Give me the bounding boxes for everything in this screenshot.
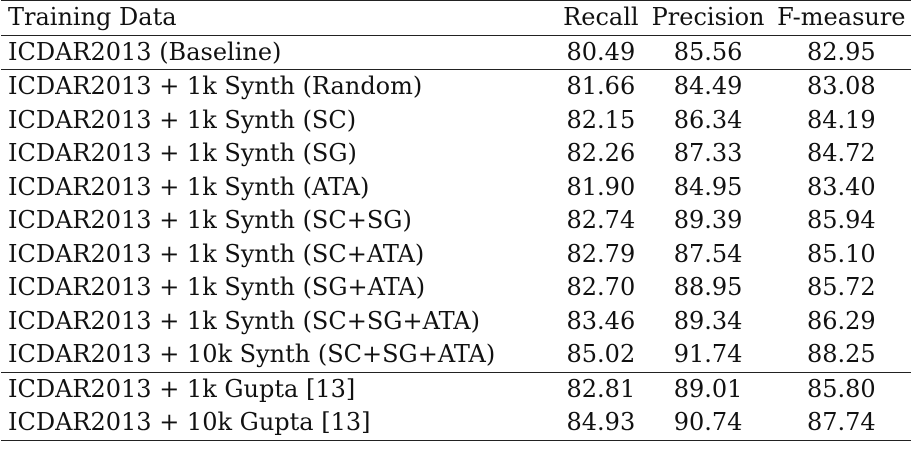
table-row: ICDAR2013 + 1k Synth (Random) 81.66 84.49 8… xyxy=(1,69,911,104)
cell-precision: 84.95 xyxy=(673,172,743,201)
cell-training-data: ICDAR2013 (Baseline) xyxy=(8,37,282,66)
cell-f-measure: 86.29 xyxy=(806,306,876,335)
cell-recall: 83.46 xyxy=(566,306,636,335)
cell-f-measure: 88.25 xyxy=(806,340,876,369)
table-row: ICDAR2013 + 1k Synth (SG) 82.26 87.33 84.72 xyxy=(1,137,911,171)
header-training-data: Training Data xyxy=(1,0,558,36)
cell-training-data: ICDAR2013 + 1k Synth (SC+SG+ATA) xyxy=(8,306,480,335)
header-row: Training Data Recall Precision F-measure xyxy=(1,0,911,36)
cell-precision: 86.34 xyxy=(673,105,743,134)
table-row: ICDAR2013 + 1k Synth (ATA) 81.90 84.95 83.4… xyxy=(1,171,911,205)
cell-precision: 89.34 xyxy=(673,306,743,335)
cell-precision: 89.39 xyxy=(673,206,743,235)
cell-f-measure: 84.19 xyxy=(806,105,876,134)
table-row: ICDAR2013 (Baseline) 80.49 85.56 82.95 xyxy=(1,35,911,70)
table-row: ICDAR2013 + 1k Synth (SC+SG) 82.74 89.39 85… xyxy=(1,204,911,238)
cell-precision: 87.33 xyxy=(673,139,743,168)
cell-f-measure: 85.80 xyxy=(771,371,911,406)
cell-training-data: ICDAR2013 + 1k Gupta [13] xyxy=(1,371,558,406)
cell-training-data: ICDAR2013 + 1k Synth (ATA) xyxy=(8,172,370,201)
table-body: ICDAR2013 (Baseline) 80.49 85.56 82.95 ICDAR… xyxy=(1,35,911,441)
cell-recall: 82.70 xyxy=(566,273,636,302)
cell-training-data: ICDAR2013 + 10k Gupta [13] xyxy=(1,406,558,441)
cell-precision: 90.74 xyxy=(644,406,772,441)
cell-precision: 91.74 xyxy=(673,340,743,369)
cell-training-data: ICDAR2013 + 1k Synth (SG+ATA) xyxy=(8,273,426,302)
table-row: ICDAR2013 + 1k Gupta [13] 82.81 89.01 85.80 xyxy=(1,371,911,406)
cell-training-data: ICDAR2013 + 1k Synth (SG) xyxy=(8,139,357,168)
table-row: ICDAR2013 + 10k Gupta [13] 84.93 90.74 87.7… xyxy=(1,406,911,441)
header-recall: Recall xyxy=(557,0,645,36)
cell-recall: 82.26 xyxy=(566,139,636,168)
cell-training-data: ICDAR2013 + 1k Synth (SC+ATA) xyxy=(8,239,425,268)
cell-f-measure: 82.95 xyxy=(806,37,876,66)
cell-recall: 80.49 xyxy=(566,37,636,66)
cell-training-data: ICDAR2013 + 1k Synth (SC+SG) xyxy=(8,206,412,235)
cell-training-data: ICDAR2013 + 1k Synth (Random) xyxy=(1,69,558,104)
cell-recall: 81.90 xyxy=(566,172,636,201)
cell-f-measure: 83.08 xyxy=(771,69,911,104)
cell-recall: 82.15 xyxy=(566,105,636,134)
table-row: ICDAR2013 + 1k Synth (SC) 82.15 86.34 84.19 xyxy=(1,104,911,138)
cell-recall: 84.93 xyxy=(557,406,645,441)
cell-recall: 85.02 xyxy=(566,340,636,369)
table-row: ICDAR2013 + 1k Synth (SC+ATA) 82.79 87.54 8… xyxy=(1,238,911,272)
table-row: ICDAR2013 + 1k Synth (SG+ATA) 82.70 88.95 8… xyxy=(1,271,911,305)
cell-f-measure: 85.94 xyxy=(806,206,876,235)
results-table: Training Data Recall Precision F-measure… xyxy=(1,0,911,441)
header-precision: Precision xyxy=(644,0,772,36)
cell-precision: 85.56 xyxy=(673,37,743,66)
cell-precision: 87.54 xyxy=(673,239,743,268)
header-f-measure: F-measure xyxy=(771,0,911,36)
table-row: ICDAR2013 + 1k Synth (SC+SG+ATA) 83.46 89.… xyxy=(1,305,911,339)
cell-precision: 84.49 xyxy=(644,69,772,104)
cell-recall: 82.74 xyxy=(566,206,636,235)
cell-precision: 89.01 xyxy=(644,371,772,406)
cell-precision: 88.95 xyxy=(673,273,743,302)
cell-f-measure: 87.74 xyxy=(771,406,911,441)
cell-recall: 82.79 xyxy=(566,239,636,268)
cell-f-measure: 85.72 xyxy=(806,273,876,302)
cell-f-measure: 85.10 xyxy=(806,239,876,268)
cell-training-data: ICDAR2013 + 1k Synth (SC) xyxy=(8,105,357,134)
cell-recall: 82.81 xyxy=(557,371,645,406)
cell-f-measure: 84.72 xyxy=(806,139,876,168)
table-row: ICDAR2013 + 10k Synth (SC+SG+ATA) 85.02 91… xyxy=(1,338,911,372)
cell-recall: 81.66 xyxy=(557,69,645,104)
table-header: Training Data Recall Precision F-measure xyxy=(1,0,911,36)
cell-training-data: ICDAR2013 + 10k Synth (SC+SG+ATA) xyxy=(8,340,496,369)
cell-f-measure: 83.40 xyxy=(806,172,876,201)
